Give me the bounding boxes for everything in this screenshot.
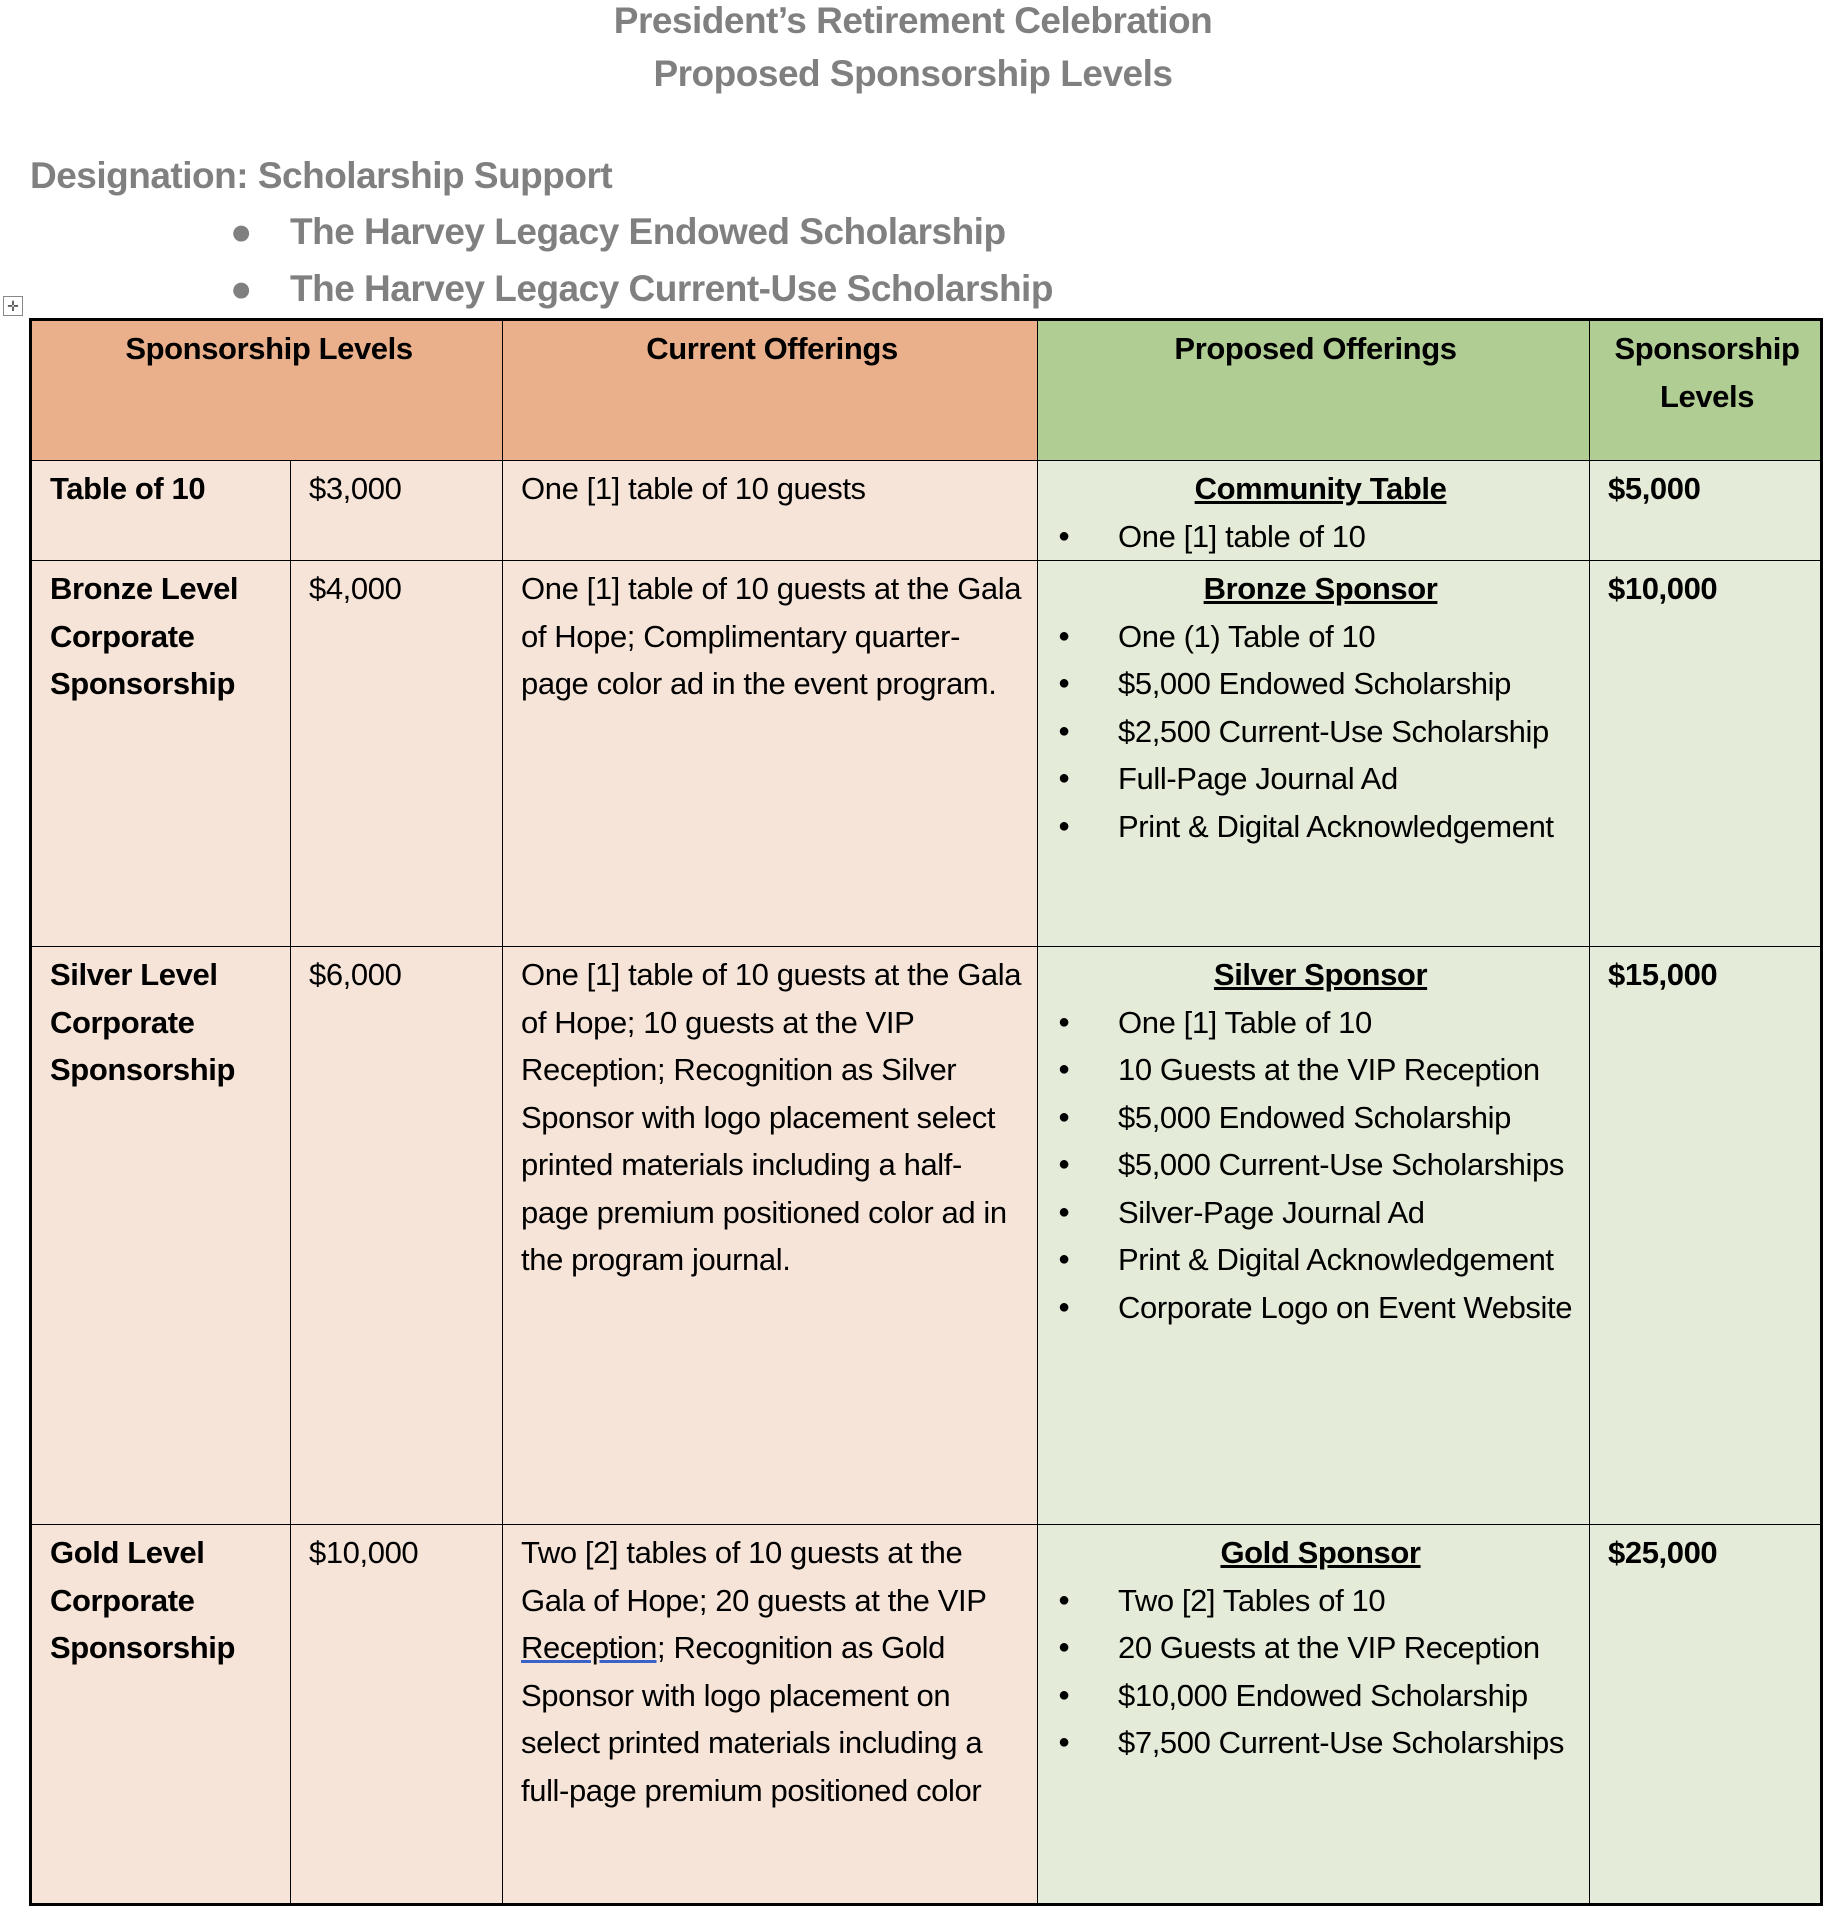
proposed-offering: Community Table One [1] table of 10 <box>1037 460 1591 561</box>
list-item: Full-Page Journal Ad <box>1058 755 1583 803</box>
current-offering: One [1] table of 10 guests at the Gala o… <box>502 946 1039 1525</box>
designation-label: Designation: Scholarship Support <box>30 155 613 196</box>
header-sponsorship-levels: Sponsorship Levels <box>29 319 504 461</box>
designation-item: ● The Harvey Legacy Current-Use Scholarsh… <box>230 268 1053 309</box>
table-move-handle-icon[interactable]: ✛ <box>3 296 23 316</box>
table-row: Table of 10 $3,000 One [1] table of 10 gue… <box>30 460 1823 561</box>
proposed-tier-title: Silver Sponsor <box>1213 957 1428 992</box>
list-item: $10,000 Endowed Scholarship <box>1058 1672 1583 1720</box>
current-price: $10,000 <box>289 1524 504 1905</box>
list-item: One [1] Table of 10 <box>1058 999 1583 1047</box>
list-item: Corporate Logo on Event Website <box>1058 1284 1583 1332</box>
proposed-tier-title: Bronze Sponsor <box>1203 571 1438 606</box>
designation-item: ● The Harvey Legacy Endowed Scholarship <box>230 211 1006 252</box>
proposed-tier-title: Community Table <box>1194 471 1447 506</box>
list-item: 10 Guests at the VIP Reception <box>1058 1046 1583 1094</box>
proposed-benefits-list: One (1) Table of 10$5,000 Endowed Schola… <box>1058 613 1583 851</box>
proposed-benefits-list: One [1] Table of 1010 Guests at the VIP … <box>1058 999 1583 1332</box>
list-item: One (1) Table of 10 <box>1058 613 1583 661</box>
list-item: $5,000 Endowed Scholarship <box>1058 660 1583 708</box>
level-name: Bronze Level Corporate Sponsorship <box>30 560 291 947</box>
proposed-price: $10,000 <box>1589 560 1823 947</box>
list-item: Two [2] Tables of 10 <box>1058 1577 1583 1625</box>
sponsorship-table: Sponsorship Levels Current Offerings Pro… <box>29 318 1824 1906</box>
table-header-row: Sponsorship Levels Current Offerings Pro… <box>29 319 1823 461</box>
list-item: Silver-Page Journal Ad <box>1058 1189 1583 1237</box>
current-offering: Two [2] tables of 10 guests at the Gala … <box>502 1524 1039 1905</box>
list-item: $5,000 Endowed Scholarship <box>1058 1094 1583 1142</box>
proposed-price: $5,000 <box>1589 460 1823 561</box>
proposed-price: $25,000 <box>1589 1524 1823 1905</box>
proposed-offering: Silver Sponsor One [1] Table of 1010 Gues… <box>1037 946 1591 1525</box>
list-item: Print & Digital Acknowledgement <box>1058 803 1583 851</box>
header-new-sponsorship-levels: Sponsorship Levels <box>1589 319 1823 461</box>
current-offering: One [1] table of 10 guests <box>502 460 1039 561</box>
header-current-offerings: Current Offerings <box>502 319 1039 461</box>
list-item: $5,000 Current-Use Scholarships <box>1058 1141 1583 1189</box>
document-title: President’s Retirement Celebration <box>613 0 1213 41</box>
table-row: Gold Level Corporate Sponsorship $10,000 T… <box>30 1524 1823 1905</box>
current-price: $6,000 <box>289 946 504 1525</box>
level-name: Table of 10 <box>30 460 291 561</box>
list-item: $7,500 Current-Use Scholarships <box>1058 1719 1583 1767</box>
proposed-benefits-list: Two [2] Tables of 1020 Guests at the VIP… <box>1058 1577 1583 1767</box>
table-row: Bronze Level Corporate Sponsorship $4,000… <box>30 560 1823 947</box>
proposed-tier-title: Gold Sponsor <box>1220 1535 1421 1570</box>
document-subtitle: Proposed Sponsorship Levels <box>653 53 1173 94</box>
list-item: Print & Digital Acknowledgement <box>1058 1236 1583 1284</box>
current-offering: One [1] table of 10 guests at the Gala o… <box>502 560 1039 947</box>
list-item: $2,500 Current-Use Scholarship <box>1058 708 1583 756</box>
list-item: 20 Guests at the VIP Reception <box>1058 1624 1583 1672</box>
level-name: Silver Level Corporate Sponsorship <box>30 946 291 1525</box>
proposed-price: $15,000 <box>1589 946 1823 1525</box>
table-row: Silver Level Corporate Sponsorship $6,000… <box>30 946 1823 1525</box>
proposed-offering: Bronze Sponsor One (1) Table of 10$5,000 … <box>1037 560 1591 947</box>
level-name: Gold Level Corporate Sponsorship <box>30 1524 291 1905</box>
list-item: One [1] table of 10 <box>1058 513 1583 561</box>
header-proposed-offerings: Proposed Offerings <box>1037 319 1591 461</box>
current-price: $3,000 <box>289 460 504 561</box>
current-price: $4,000 <box>289 560 504 947</box>
proposed-benefits-list: One [1] table of 10 <box>1058 513 1583 561</box>
proposed-offering: Gold Sponsor Two [2] Tables of 1020 Guest… <box>1037 1524 1591 1905</box>
